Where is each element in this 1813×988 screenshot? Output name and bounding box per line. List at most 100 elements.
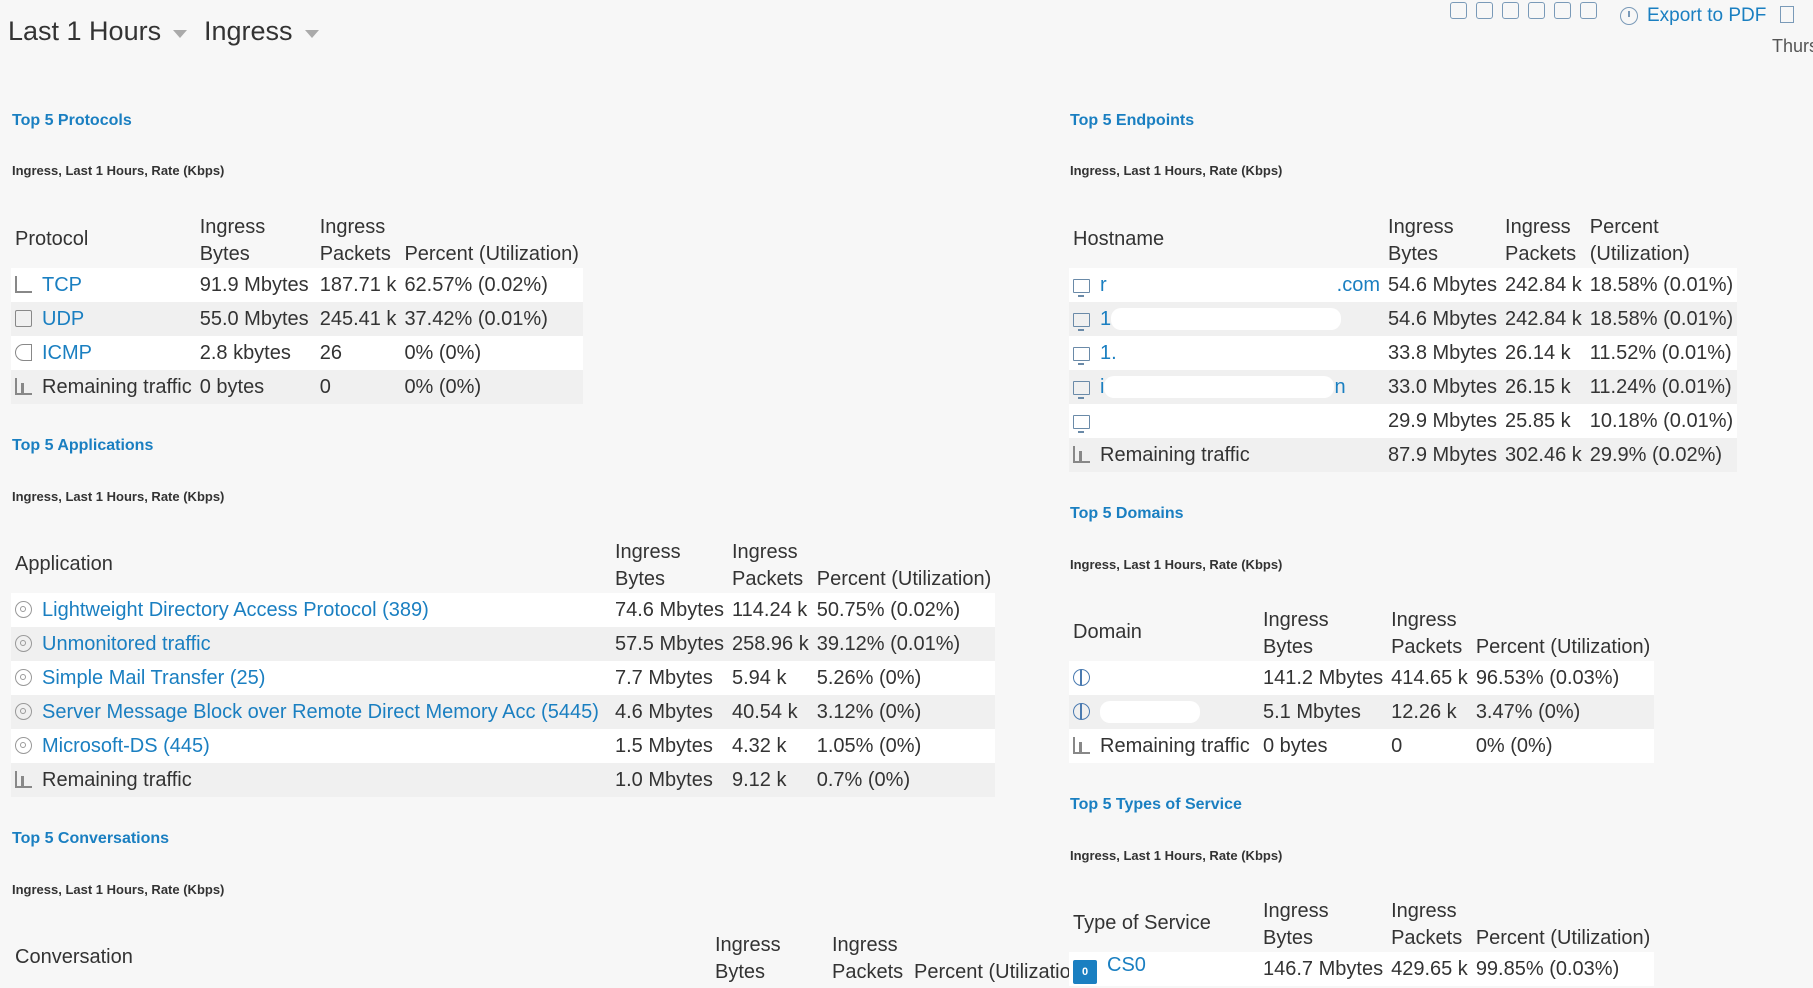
name-cell: 1 [1069, 302, 1384, 336]
protocols-title[interactable]: Top 5 Protocols [12, 112, 132, 130]
time-range-dropdown[interactable]: Last 1 Hours [8, 16, 187, 47]
name-cell: Remaining traffic [11, 763, 611, 797]
row-link[interactable]: Microsoft-DS (445) [42, 735, 210, 757]
column-header: Application [11, 535, 611, 593]
filter-icon[interactable] [1554, 2, 1571, 19]
target-icon[interactable] [1502, 2, 1519, 19]
clock-icon [1620, 7, 1638, 25]
endpoints-title[interactable]: Top 5 Endpoints [1070, 112, 1194, 130]
monitor-icon [1073, 415, 1090, 429]
column-header: Percent (Utilization) [1586, 210, 1737, 268]
remaining-traffic-icon [1073, 446, 1090, 463]
column-header: Ingress Bytes [196, 210, 316, 268]
redacted-text [1100, 667, 1200, 689]
export-label: Export to PDF [1647, 5, 1766, 27]
percent-cell: 96.53% (0.03%) [1472, 661, 1655, 695]
table-row: Server Message Block over Remote Direct … [11, 695, 995, 729]
name-cell: r .com [1069, 268, 1384, 302]
packets-cell: 258.96 k [728, 627, 813, 661]
bytes-cell: 0 bytes [1259, 729, 1387, 763]
column-header: Protocol [11, 210, 196, 268]
column-header: Ingress Packets [1387, 894, 1472, 952]
name-cell: in [1069, 370, 1384, 404]
percent-cell: 11.52% (0.01%) [1586, 336, 1737, 370]
hostname-suffix[interactable]: .com [1337, 274, 1380, 296]
tos-subtitle: Ingress, Last 1 Hours, Rate (Kbps) [1070, 848, 1282, 863]
column-header: Domain [1069, 603, 1259, 661]
globe-icon [1073, 669, 1090, 686]
conversations-table: Conversation Ingress Bytes Ingress Packe… [11, 928, 1093, 986]
endpoints-table: Hostname Ingress Bytes Ingress Packets P… [1069, 210, 1737, 472]
percent-cell: 39.12% (0.01%) [813, 627, 996, 661]
direction-dropdown[interactable]: Ingress [204, 16, 319, 47]
bytes-cell: 54.6 Mbytes [1384, 268, 1501, 302]
pin-icon[interactable] [1450, 2, 1467, 19]
table-row: Remaining traffic87.9 Mbytes302.46 k29.9… [1069, 438, 1737, 472]
applications-title[interactable]: Top 5 Applications [12, 437, 153, 455]
redacted-text [1104, 376, 1334, 398]
packets-cell: 4.32 k [728, 729, 813, 763]
column-header: Type of Service [1069, 894, 1259, 952]
row-link[interactable]: 1. [1100, 342, 1117, 364]
refresh-icon[interactable] [1476, 2, 1493, 19]
domains-subtitle: Ingress, Last 1 Hours, Rate (Kbps) [1070, 557, 1282, 572]
gear-icon [15, 669, 32, 686]
packets-cell: 25.85 k [1501, 404, 1586, 438]
domains-table: Domain Ingress Bytes Ingress Packets Per… [1069, 603, 1654, 763]
percent-cell: 99.85% (0.03%) [1472, 952, 1655, 986]
row-link[interactable]: Lightweight Directory Access Protocol (3… [42, 599, 429, 621]
name-cell: 0CS0 [1069, 952, 1259, 986]
layout-icon[interactable] [1528, 2, 1545, 19]
chevron-down-icon [305, 30, 319, 38]
row-link[interactable]: r [1100, 274, 1107, 296]
name-cell: ICMP [11, 336, 196, 370]
endpoints-subtitle: Ingress, Last 1 Hours, Rate (Kbps) [1070, 163, 1282, 178]
table-row: ICMP2.8 kbytes260% (0%) [11, 336, 583, 370]
percent-cell: 37.42% (0.01%) [400, 302, 583, 336]
percent-cell: 11.24% (0.01%) [1586, 370, 1737, 404]
row-link[interactable]: Unmonitored traffic [42, 633, 211, 655]
name-cell [1069, 695, 1259, 729]
percent-cell: 62.57% (0.02%) [400, 268, 583, 302]
row-link[interactable]: 1 [1100, 308, 1111, 330]
row-link[interactable]: Simple Mail Transfer (25) [42, 667, 265, 689]
packets-cell: 0 [316, 370, 401, 404]
row-link[interactable]: CS0 [1107, 954, 1146, 976]
row-link[interactable]: TCP [42, 274, 82, 296]
packets-cell: 40.54 k [728, 695, 813, 729]
clipboard-icon [15, 310, 32, 327]
row-link[interactable]: Server Message Block over Remote Direct … [42, 701, 599, 723]
network-icon [15, 276, 32, 293]
column-header: Ingress Packets [1501, 210, 1586, 268]
date-label: Thurs [1772, 36, 1813, 57]
packets-cell: 302.46 k [1501, 438, 1586, 472]
column-header: Ingress Packets [828, 928, 910, 986]
column-header: Percent (Utilization) [1472, 894, 1655, 952]
export-to-pdf-button[interactable]: Export to PDF [1620, 5, 1766, 27]
packets-cell: 245.41 k [316, 302, 401, 336]
row-link[interactable]: UDP [42, 308, 84, 330]
remaining-traffic-label: Remaining traffic [1100, 444, 1250, 466]
chevron-down-icon [173, 30, 187, 38]
hostname-suffix[interactable]: n [1334, 376, 1345, 398]
name-cell: Remaining traffic [1069, 438, 1384, 472]
pdf-icon[interactable] [1780, 6, 1794, 23]
gear-icon [15, 703, 32, 720]
percent-cell: 50.75% (0.02%) [813, 593, 996, 627]
tos-table: Type of Service Ingress Bytes Ingress Pa… [1069, 894, 1654, 986]
table-row: r.com54.6 Mbytes242.84 k18.58% (0.01%) [1069, 268, 1737, 302]
row-link[interactable]: ICMP [42, 342, 92, 364]
bytes-cell: 7.7 Mbytes [611, 661, 728, 695]
settings-icon[interactable] [1580, 2, 1597, 19]
redacted-text [1100, 701, 1200, 723]
column-header: Ingress Bytes [1384, 210, 1501, 268]
name-cell [1069, 661, 1259, 695]
packets-cell: 242.84 k [1501, 268, 1586, 302]
percent-cell: 0.7% (0%) [813, 763, 996, 797]
tos-title[interactable]: Top 5 Types of Service [1070, 796, 1242, 814]
conversations-title[interactable]: Top 5 Conversations [12, 830, 169, 848]
bytes-cell: 141.2 Mbytes [1259, 661, 1387, 695]
domains-title[interactable]: Top 5 Domains [1070, 505, 1184, 523]
gear-icon [15, 601, 32, 618]
column-header: Percent (Utilization) [813, 535, 996, 593]
